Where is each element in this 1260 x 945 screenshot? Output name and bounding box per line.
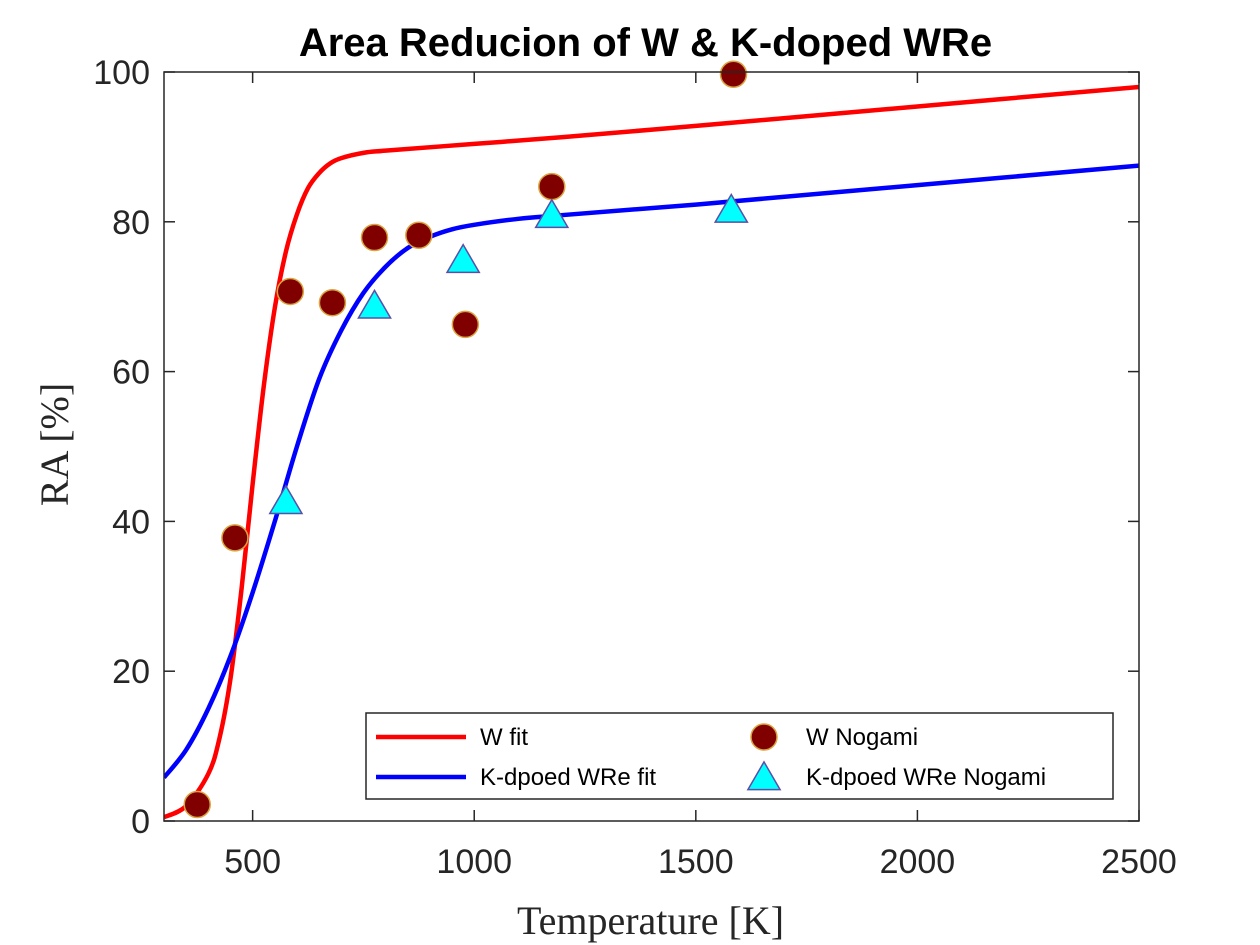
legend-entry-label: K-dpoed WRe fit [480, 764, 656, 791]
legend-entry-label: W fit [480, 724, 528, 751]
legend-entry-label: K-dpoed WRe Nogami [806, 764, 1046, 791]
legend-entry-label: W Nogami [806, 724, 918, 751]
y-tick-label: 60 [112, 354, 150, 392]
x-tick-label: 1500 [658, 843, 734, 881]
chart-title: Area Reducion of W & K-doped WRe [299, 21, 992, 65]
y-tick-label: 40 [112, 503, 150, 541]
w-nogami-point [538, 172, 566, 201]
w-nogami-point [719, 60, 748, 88]
x-tick-label: 500 [224, 843, 281, 881]
w-nogami-point [318, 288, 347, 317]
legend-triangle-swatch [746, 760, 782, 791]
series-layer [164, 84, 1139, 820]
kdoped-wre-nogami-point [268, 484, 304, 515]
marker-layer [183, 60, 749, 819]
series-line-1 [164, 84, 1139, 820]
x-tick-label: 1000 [436, 843, 512, 881]
w-nogami-point [183, 790, 211, 819]
y-tick-label: 100 [93, 54, 150, 92]
y-tick-label: 20 [112, 653, 150, 691]
kdoped-wre-nogami-point [445, 243, 481, 274]
x-axis-label: Temperature [K] [517, 898, 784, 943]
legend-circle-swatch [750, 723, 778, 751]
w-nogami-point [221, 524, 249, 552]
series-line-2 [164, 163, 1139, 779]
legend-box [365, 712, 1114, 800]
axes-box [163, 71, 1140, 822]
kdoped-wre-nogami-point [534, 198, 570, 229]
w-nogami-point [405, 221, 433, 250]
kdoped-wre-nogami-point [357, 288, 392, 319]
legend: W fit K-dpoed WRe fit W Nogami K-dpoed WRe … [365, 712, 1114, 800]
tick-layer: 500 1000 1500 2000 2500 0 20 40 60 80 100 [93, 54, 1177, 881]
y-tick-label: 0 [131, 803, 150, 841]
w-nogami-point [360, 223, 389, 252]
kdoped-wre-nogami-point [713, 192, 749, 223]
y-tick-label: 80 [112, 204, 150, 242]
x-tick-label: 2000 [880, 843, 956, 881]
plot-area [164, 72, 1139, 821]
w-nogami-point [451, 310, 480, 339]
w-nogami-point [276, 277, 305, 306]
x-tick-label: 2500 [1101, 843, 1177, 881]
y-axis-label: RA [%] [32, 383, 77, 506]
